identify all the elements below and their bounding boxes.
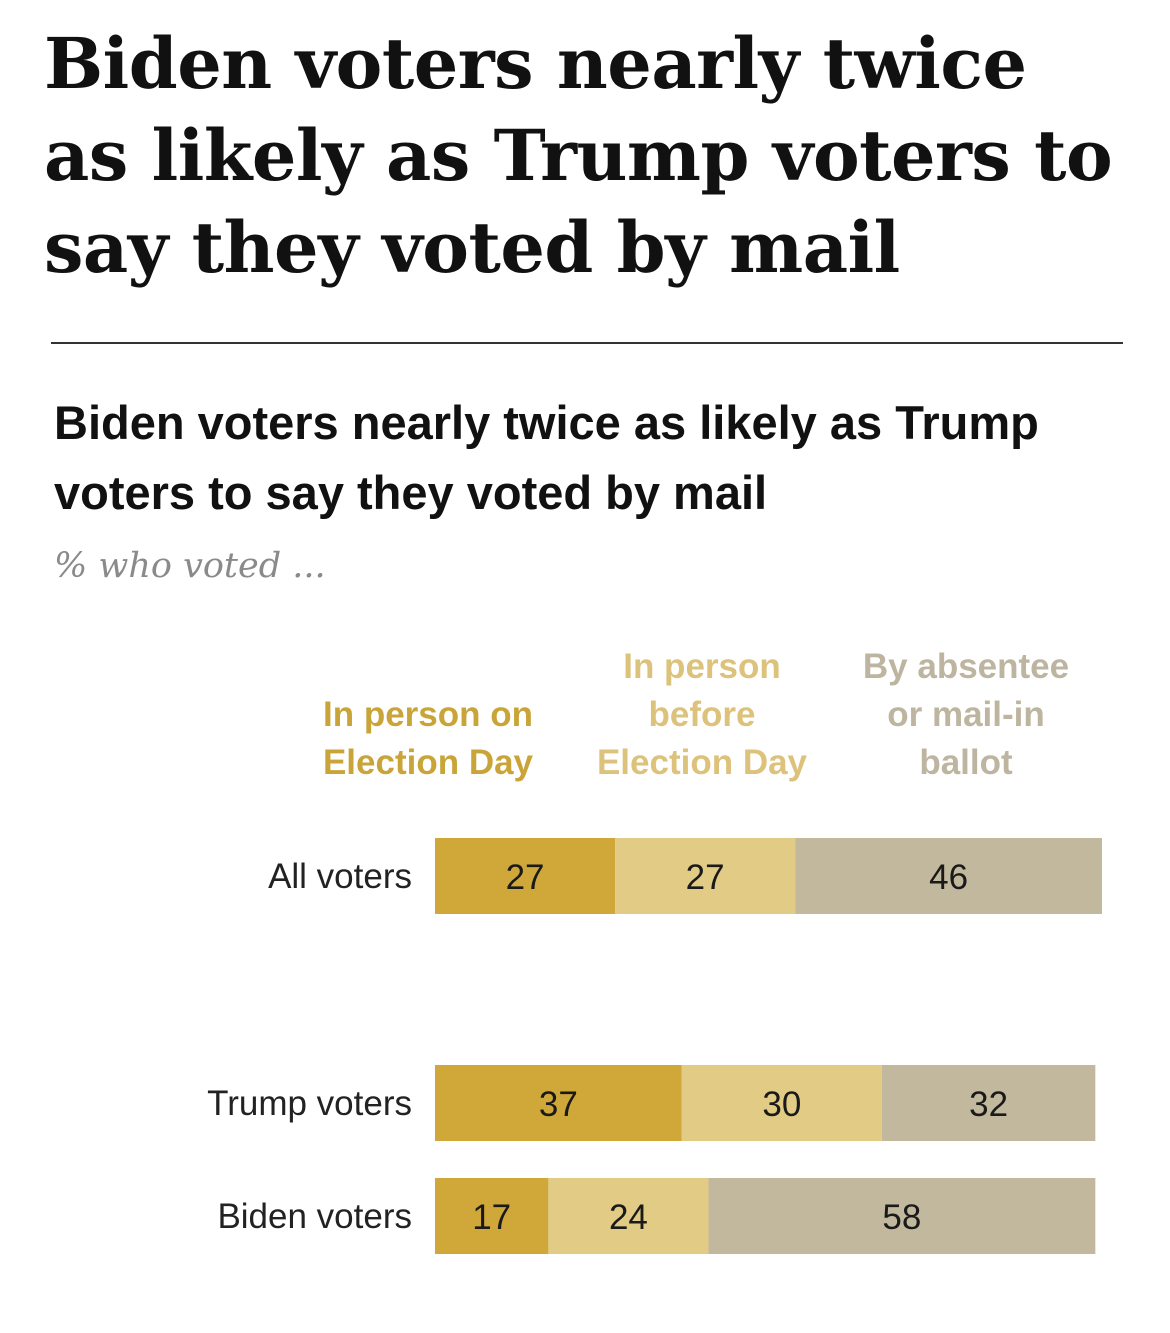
legend-entry-2: In person before Election Day: [597, 647, 808, 782]
bar-value-label: 37: [539, 1085, 578, 1124]
bar-value-label: 24: [609, 1198, 648, 1237]
bar-segment: [615, 838, 796, 914]
bar-segment: [435, 1178, 549, 1254]
bar-segment: [681, 1065, 882, 1141]
headline: Biden voters nearly twice as likely as T…: [44, 22, 1113, 289]
bar-segment: [708, 1178, 1096, 1254]
bar-value-label: 27: [686, 858, 725, 897]
row-label: Trump voters: [207, 1084, 412, 1123]
bar-segment: [548, 1178, 709, 1254]
bar-value-label: 30: [762, 1085, 801, 1124]
bar-value-label: 46: [929, 858, 968, 897]
bar-value-label: 32: [969, 1085, 1008, 1124]
row-label: All voters: [268, 857, 412, 896]
bar-segment: [435, 838, 616, 914]
divider: [51, 342, 1123, 344]
bar-value-label: 58: [882, 1198, 921, 1237]
bar-value-label: 17: [472, 1198, 511, 1237]
bar-segment: [795, 838, 1102, 914]
row-label: Biden voters: [217, 1197, 412, 1236]
legend-entry-3: By absentee or mail-in ballot: [863, 647, 1069, 782]
bar-value-label: 27: [506, 858, 545, 897]
bar-segment: [435, 1065, 682, 1141]
bar-segment: [881, 1065, 1096, 1141]
chart-title: Biden voters nearly twice as likely as T…: [54, 396, 1039, 519]
chart-subtitle: % who voted ...: [54, 546, 326, 586]
legend-entry-1: In person on Election Day: [323, 695, 534, 782]
